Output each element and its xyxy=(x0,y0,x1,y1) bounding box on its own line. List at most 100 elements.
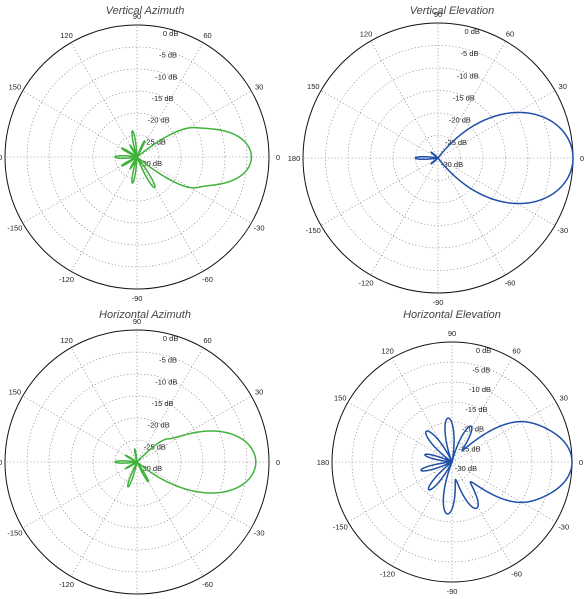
radial-tick-label: -15 dB xyxy=(151,399,173,408)
angle-tick-label: 0 xyxy=(579,458,583,467)
plot-title: Vertical Azimuth xyxy=(106,5,185,17)
angle-tick-label: 0 xyxy=(276,458,280,467)
grid-spoke xyxy=(136,347,204,463)
plot-title: Horizontal Azimuth xyxy=(99,309,191,321)
outer-ring xyxy=(4,329,270,595)
angle-tick-label: 180 xyxy=(0,153,2,162)
radial-tick-label: -30 dB xyxy=(441,160,463,169)
radial-tick-label: 0 dB xyxy=(163,334,178,343)
angle-tick-label: 90 xyxy=(434,10,442,19)
angle-tick-label: 180 xyxy=(317,458,330,467)
angle-tick-label: 60 xyxy=(203,31,211,40)
grid-spoke xyxy=(70,42,138,158)
angle-tick-label: -30 xyxy=(558,523,569,532)
polar-plot-3: Horizontal Azimuth 0 30 60 90 120 150 180 -150 -1… xyxy=(0,309,280,595)
angle-tick-label: -60 xyxy=(505,279,516,288)
grid-spoke xyxy=(437,157,556,226)
angle-tick-label: 90 xyxy=(133,12,141,21)
angle-tick-label: -150 xyxy=(333,523,348,532)
radial-tick-label: -30 dB xyxy=(140,159,162,168)
radial-tick-label: -25 dB xyxy=(144,137,166,146)
angle-tick-label: -30 xyxy=(254,529,265,538)
grid-spoke xyxy=(437,90,556,159)
angle-tick-label: 120 xyxy=(60,336,73,345)
radial-tick-label: -20 dB xyxy=(148,116,170,125)
grid-spoke xyxy=(136,395,252,463)
angle-tick-label: 150 xyxy=(307,82,320,91)
angle-tick-label: 120 xyxy=(381,346,394,355)
angle-tick-label: 120 xyxy=(360,29,373,38)
radiation-pattern-series xyxy=(414,111,574,205)
radial-tick-label: -25 dB xyxy=(144,442,166,451)
angle-tick-label: 0 xyxy=(580,154,584,163)
angle-tick-label: 150 xyxy=(334,394,347,403)
radial-tick-label: -30 dB xyxy=(140,464,162,473)
angle-tick-label: 90 xyxy=(133,317,141,326)
grid-spoke xyxy=(320,157,439,226)
grid-spoke xyxy=(136,461,252,529)
angle-tick-label: 30 xyxy=(255,388,263,397)
angle-tick-label: 60 xyxy=(512,346,520,355)
radial-tick-label: -10 dB xyxy=(155,72,177,81)
grid-spoke xyxy=(136,461,204,577)
radiation-pattern-series xyxy=(420,417,573,515)
grid-ring xyxy=(92,417,182,507)
radial-tick-label: -30 dB xyxy=(455,464,477,473)
radial-tick-label: -20 dB xyxy=(462,425,484,434)
grid-ring xyxy=(92,112,182,202)
angle-tick-label: -60 xyxy=(202,275,213,284)
polar-plot-4: Horizontal Elevation 0 30 60 90 120 150 180 -150… xyxy=(317,309,583,596)
angle-tick-label: -60 xyxy=(202,580,213,589)
grid-spoke xyxy=(22,461,138,529)
plot-title: Horizontal Elevation xyxy=(403,309,501,321)
radial-tick-label: 0 dB xyxy=(476,346,491,355)
grid-spoke xyxy=(437,40,506,159)
radial-tick-label: -5 dB xyxy=(159,51,177,60)
grid-ring xyxy=(370,90,506,226)
plot-title: Vertical Elevation xyxy=(410,5,495,17)
grid-ring xyxy=(347,67,529,249)
radial-tick-label: -5 dB xyxy=(472,366,490,375)
radial-tick-label: -25 dB xyxy=(445,138,467,147)
angle-tick-label: 120 xyxy=(60,31,73,40)
grid-spoke xyxy=(70,156,138,272)
grid-ring xyxy=(70,90,204,224)
angle-tick-label: -60 xyxy=(511,570,522,579)
grid-ring xyxy=(70,395,204,529)
radial-tick-label: -10 dB xyxy=(457,71,479,80)
outer-ring xyxy=(4,24,270,290)
grid-ring xyxy=(371,381,533,543)
angle-tick-label: -30 xyxy=(557,226,568,235)
grid-spoke xyxy=(22,395,138,463)
radial-tick-label: 0 dB xyxy=(163,29,178,38)
grid-spoke xyxy=(22,156,138,224)
radial-tick-label: 0 dB xyxy=(464,27,479,36)
grid-ring xyxy=(48,373,226,551)
angle-tick-label: 30 xyxy=(560,394,568,403)
angle-tick-label: 90 xyxy=(448,329,456,338)
radiation-pattern-series xyxy=(114,126,253,189)
grid-spoke xyxy=(22,90,138,158)
angle-tick-label: 150 xyxy=(9,388,22,397)
grid-spoke xyxy=(451,461,513,567)
angle-tick-label: -150 xyxy=(7,529,22,538)
grid-spoke xyxy=(136,42,204,158)
polar-plot-2: Vertical Elevation 0 30 60 90 120 150 180 -150 -1… xyxy=(288,5,584,307)
radial-tick-label: -15 dB xyxy=(465,405,487,414)
angle-tick-label: 180 xyxy=(0,458,2,467)
angle-tick-label: 60 xyxy=(506,29,514,38)
grid-spoke xyxy=(136,156,252,224)
radial-tick-label: -25 dB xyxy=(458,444,480,453)
grid-ring xyxy=(431,441,473,483)
grid-spoke xyxy=(370,157,439,276)
angle-tick-label: -120 xyxy=(358,279,373,288)
grid-spoke xyxy=(70,461,138,577)
radial-tick-label: -20 dB xyxy=(148,421,170,430)
radial-tick-label: -20 dB xyxy=(449,116,471,125)
angle-tick-label: 30 xyxy=(255,83,263,92)
angle-tick-label: -150 xyxy=(7,224,22,233)
angle-tick-label: 180 xyxy=(288,154,301,163)
grid-ring xyxy=(415,135,461,181)
angle-tick-label: -30 xyxy=(254,224,265,233)
